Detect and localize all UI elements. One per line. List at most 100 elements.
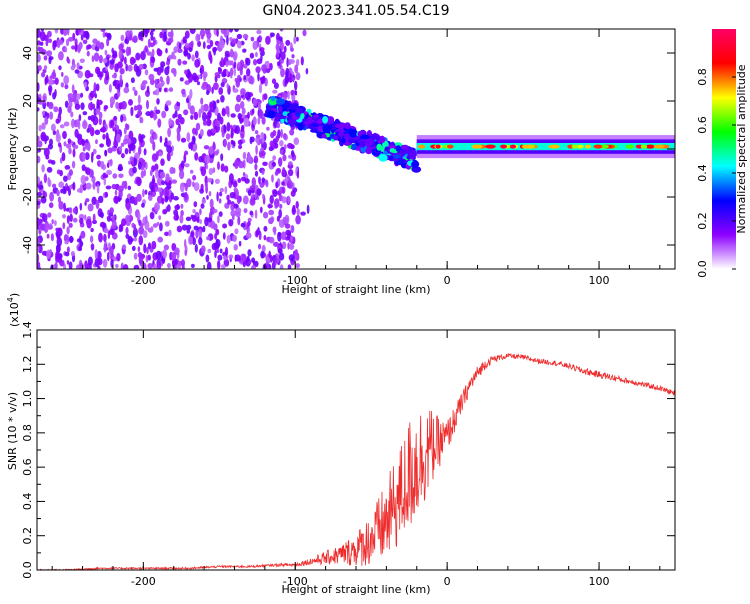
noise-dot xyxy=(166,75,170,85)
noise-dot xyxy=(111,256,118,262)
noise-dot xyxy=(237,74,241,80)
noise-dot xyxy=(107,147,113,154)
noise-dot xyxy=(47,179,52,188)
noise-dot xyxy=(217,112,221,121)
noise-dot xyxy=(37,200,41,206)
noise-dot xyxy=(146,246,149,255)
noise-dot xyxy=(71,45,76,50)
noise-dot xyxy=(270,32,275,38)
noise-dot xyxy=(188,235,193,245)
noise-dot xyxy=(158,237,163,243)
noise-dot xyxy=(184,80,190,85)
noise-dot xyxy=(134,90,138,96)
noise-dot xyxy=(278,252,285,261)
noise-dot xyxy=(148,73,155,81)
noise-dot xyxy=(82,146,86,152)
noise-dot xyxy=(144,69,149,76)
noise-dot xyxy=(98,54,103,64)
noise-dot xyxy=(143,243,147,254)
noise-dot xyxy=(218,211,223,217)
noise-dot xyxy=(180,160,185,169)
noise-dot xyxy=(230,210,237,217)
noise-dot xyxy=(84,260,88,269)
noise-dot xyxy=(285,71,289,77)
noise-dot xyxy=(217,215,220,224)
noise-dot xyxy=(291,206,296,216)
signal-blob xyxy=(395,145,402,152)
noise-dot xyxy=(90,114,95,122)
noise-dot xyxy=(153,67,159,72)
noise-dot xyxy=(63,75,70,85)
noise-dot xyxy=(156,98,160,105)
noise-dot xyxy=(254,170,259,177)
noise-dot xyxy=(220,95,225,103)
noise-dot xyxy=(296,36,299,42)
noise-dot xyxy=(52,183,57,189)
noise-dot xyxy=(140,82,146,90)
noise-dot xyxy=(128,99,133,106)
noise-dot xyxy=(202,41,206,49)
noise-dot xyxy=(176,204,180,209)
noise-dot xyxy=(206,111,212,117)
noise-dot xyxy=(288,154,293,159)
noise-dot xyxy=(71,160,76,169)
noise-dot xyxy=(79,58,85,64)
noise-dot xyxy=(96,40,101,48)
noise-dot xyxy=(48,87,52,96)
signal-blob xyxy=(275,98,286,105)
signal-blob xyxy=(278,106,283,112)
noise-dot xyxy=(262,161,268,166)
noise-dot xyxy=(58,51,64,61)
band-peak xyxy=(645,144,655,149)
noise-dot xyxy=(232,234,237,242)
noise-dot xyxy=(129,56,135,66)
noise-dot xyxy=(95,83,100,92)
noise-dot xyxy=(160,158,165,166)
noise-dot xyxy=(61,71,64,77)
noise-dot xyxy=(116,89,120,96)
colorbar-gradient xyxy=(712,29,736,269)
noise-dot xyxy=(49,191,54,202)
noise-dot xyxy=(95,108,101,115)
noise-dot xyxy=(272,130,277,137)
noise-dot xyxy=(224,186,228,195)
noise-dot xyxy=(128,46,132,56)
noise-dot xyxy=(295,201,299,209)
noise-dot xyxy=(295,263,301,269)
noise-dot xyxy=(202,120,208,126)
noise-dot xyxy=(54,29,59,34)
noise-dot xyxy=(109,158,113,167)
noise-dot xyxy=(212,167,216,174)
spectrogram-ylabel: Frequency (Hz) xyxy=(6,108,19,191)
noise-dot xyxy=(150,226,154,232)
noise-dot xyxy=(194,50,199,59)
noise-dot xyxy=(272,161,276,167)
noise-dot xyxy=(224,165,229,173)
noise-dot xyxy=(237,113,242,120)
noise-dot xyxy=(237,216,241,226)
noise-dot xyxy=(287,242,290,250)
signal-blob xyxy=(316,118,324,124)
noise-dot xyxy=(155,250,162,260)
noise-dot xyxy=(66,186,70,192)
noise-dot xyxy=(61,152,66,162)
snr-x-tick-label: -200 xyxy=(131,575,156,588)
noise-dot xyxy=(96,184,100,194)
snr-line xyxy=(37,352,675,570)
noise-dot xyxy=(288,254,295,262)
noise-dot xyxy=(111,215,116,221)
noise-dot xyxy=(152,263,158,269)
noise-dot xyxy=(87,256,93,266)
noise-dot xyxy=(125,30,132,38)
y-tick-label: -40 xyxy=(21,236,34,254)
snr-y-tick-label: 0.8 xyxy=(21,424,34,442)
noise-dot xyxy=(300,56,304,66)
noise-dot xyxy=(290,235,294,242)
noise-dot xyxy=(213,150,219,156)
noise-dot xyxy=(114,189,118,196)
noise-dot xyxy=(290,225,295,233)
noise-dot xyxy=(191,142,198,152)
noise-dot xyxy=(228,254,234,259)
noise-dot xyxy=(234,254,241,261)
